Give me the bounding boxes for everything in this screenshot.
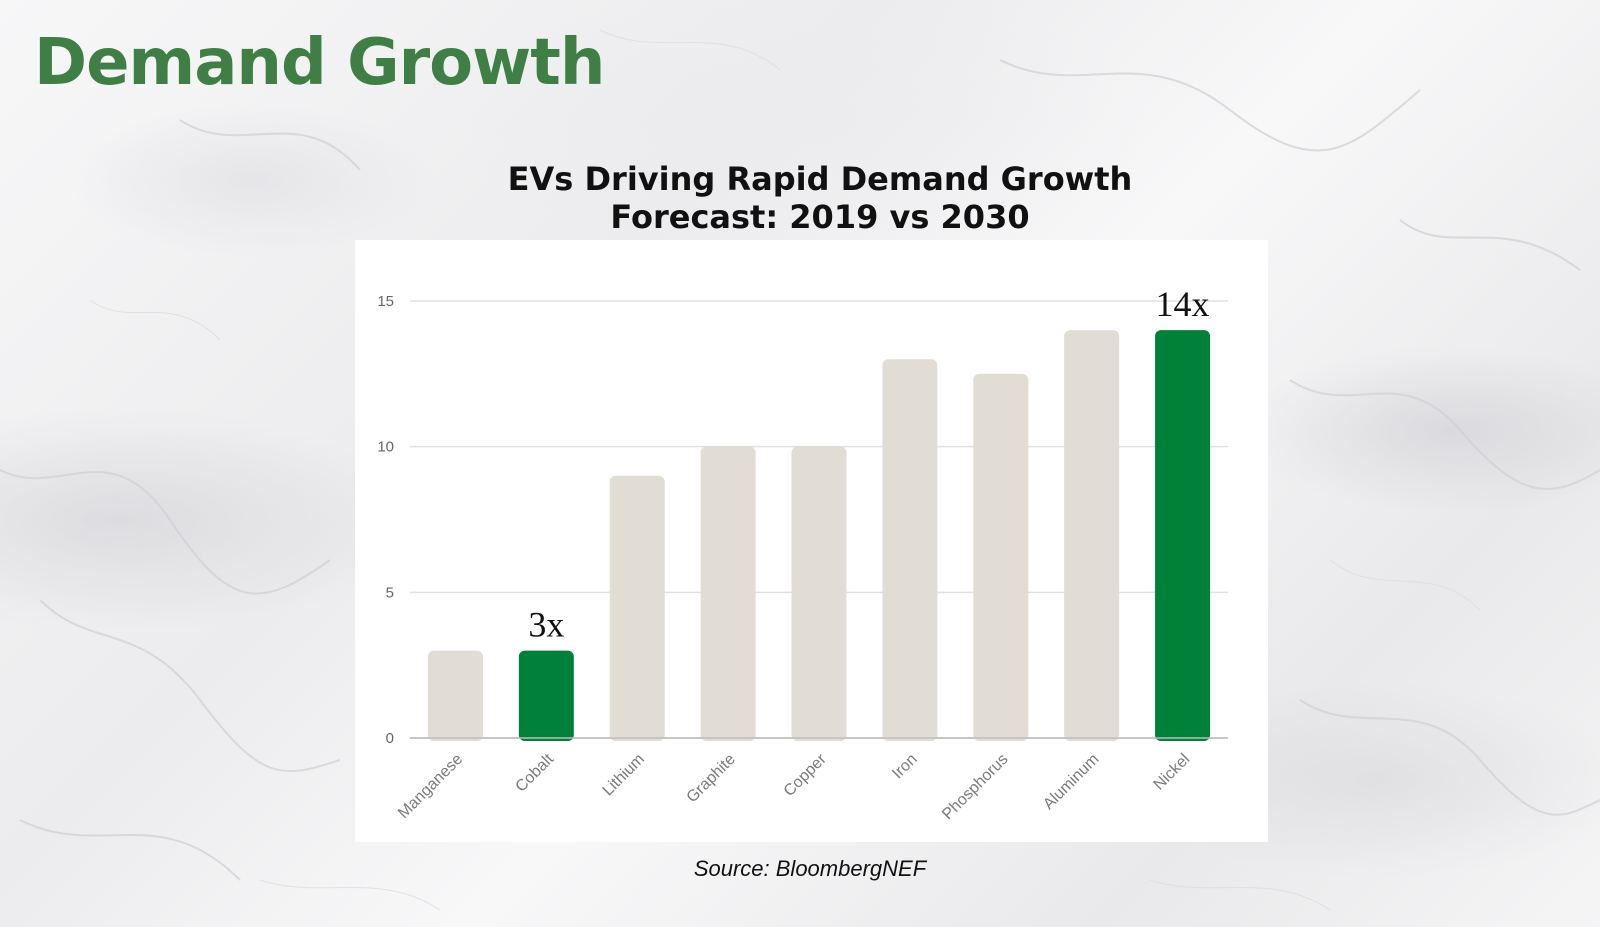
bar-cobalt (518, 650, 574, 741)
source-note: Source: BloombergNEF (693, 856, 927, 881)
annotations: 3x 14x (528, 284, 1209, 644)
x-tick-label: Phosphorus (939, 751, 1011, 823)
y-tick-label: 10 (377, 439, 394, 456)
x-tick-label: Aluminum (1040, 751, 1102, 813)
annotation-label: 3x (528, 605, 564, 645)
bar-iron (882, 359, 938, 741)
bar-lithium (609, 475, 665, 741)
x-tick-label: Nickel (1151, 751, 1194, 794)
x-tick-label: Lithium (600, 751, 648, 799)
bars (410, 330, 1228, 741)
page-title: Demand Growth (34, 26, 605, 100)
x-tick-label: Iron (889, 751, 921, 783)
y-tick-label: 0 (386, 730, 394, 747)
x-tick-label: Copper (781, 750, 831, 800)
chart-subtitle: Forecast: 2019 vs 2030 (610, 198, 1030, 236)
chart-title: EVs Driving Rapid Demand Growth (507, 160, 1133, 198)
annotation-label: 14x (1156, 284, 1210, 324)
x-tick-label: Manganese (395, 751, 466, 822)
x-axis-ticks: Manganese Cobalt Lithium Graphite Copper Iron… (395, 750, 1193, 823)
bar-chart: 0 5 10 15 Manganese Cobalt Lithium Graphite Cop… (377, 284, 1228, 823)
y-tick-label: 15 (377, 293, 394, 310)
bar-phosphorus (973, 373, 1029, 741)
bar-nickel (1155, 330, 1211, 741)
bar-aluminum (1064, 330, 1120, 741)
bar-copper (791, 446, 847, 741)
x-tick-label: Graphite (684, 751, 739, 806)
bar-graphite (700, 446, 756, 741)
chart-panel: 0 5 10 15 Manganese Cobalt Lithium Graphite Cop… (355, 240, 1268, 842)
x-tick-label: Cobalt (512, 750, 557, 795)
y-tick-label: 5 (386, 584, 394, 601)
y-axis-ticks: 0 5 10 15 (377, 293, 394, 747)
bar-manganese (427, 650, 483, 741)
